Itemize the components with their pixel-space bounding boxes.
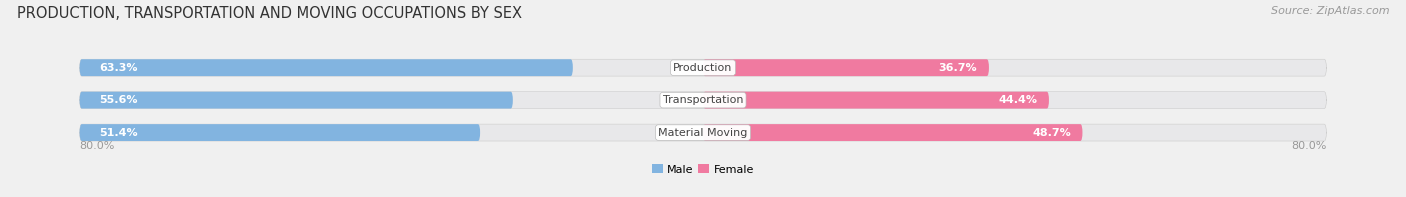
FancyBboxPatch shape — [80, 124, 1326, 141]
Text: 36.7%: 36.7% — [939, 63, 977, 73]
FancyBboxPatch shape — [80, 92, 1326, 109]
Text: 63.3%: 63.3% — [98, 63, 138, 73]
Text: 55.6%: 55.6% — [98, 95, 138, 105]
Text: Production: Production — [673, 63, 733, 73]
Text: PRODUCTION, TRANSPORTATION AND MOVING OCCUPATIONS BY SEX: PRODUCTION, TRANSPORTATION AND MOVING OC… — [17, 6, 522, 21]
FancyBboxPatch shape — [80, 92, 513, 109]
Text: Transportation: Transportation — [662, 95, 744, 105]
Legend: Male, Female: Male, Female — [647, 160, 759, 179]
FancyBboxPatch shape — [703, 92, 1049, 109]
Text: 80.0%: 80.0% — [1291, 141, 1326, 151]
Text: 44.4%: 44.4% — [998, 95, 1038, 105]
FancyBboxPatch shape — [80, 124, 479, 141]
Text: Source: ZipAtlas.com: Source: ZipAtlas.com — [1271, 6, 1389, 16]
FancyBboxPatch shape — [80, 59, 572, 76]
FancyBboxPatch shape — [80, 59, 1326, 76]
FancyBboxPatch shape — [703, 59, 988, 76]
Text: Material Moving: Material Moving — [658, 128, 748, 138]
Text: 51.4%: 51.4% — [98, 128, 138, 138]
FancyBboxPatch shape — [703, 124, 1083, 141]
Text: 80.0%: 80.0% — [80, 141, 115, 151]
Text: 48.7%: 48.7% — [1032, 128, 1071, 138]
